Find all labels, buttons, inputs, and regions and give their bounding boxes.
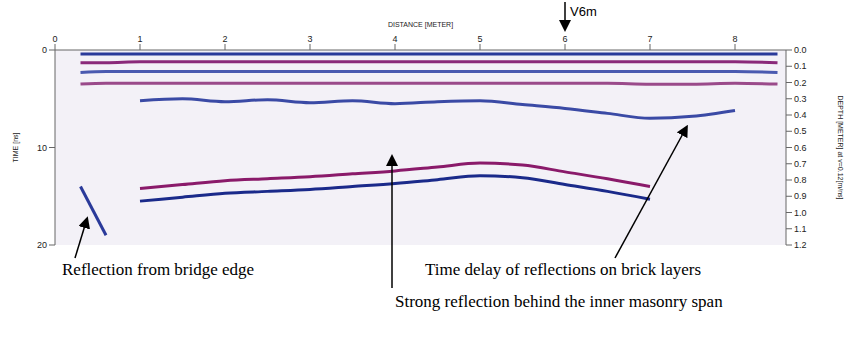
html-text:Time delay of reflections on b: Time delay of reflections on brick layer… (425, 260, 701, 279)
svg-text:1.1: 1.1 (794, 224, 807, 234)
svg-text:20: 20 (37, 240, 47, 250)
svg-text:0.4: 0.4 (794, 110, 807, 120)
svg-text:0.9: 0.9 (794, 191, 807, 201)
svg-text:4: 4 (392, 34, 397, 44)
svg-text:0.5: 0.5 (794, 126, 807, 136)
svg-text:0.8: 0.8 (794, 175, 807, 185)
svg-text:1: 1 (137, 34, 142, 44)
svg-text:3: 3 (307, 34, 312, 44)
svg-text:0: 0 (52, 34, 57, 44)
svg-text:0.3: 0.3 (794, 94, 807, 104)
html-text:V6m: V6m (570, 4, 597, 19)
svg-text:0.1: 0.1 (794, 61, 807, 71)
svg-text:2: 2 (222, 34, 227, 44)
svg-text:8: 8 (732, 34, 737, 44)
svg-text:TIME [ns]: TIME [ns] (12, 132, 20, 162)
svg-text:DISTANCE [METER]: DISTANCE [METER] (388, 21, 453, 29)
svg-text:DEPTH [METER] at v=0.12[m/ns]: DEPTH [METER] at v=0.12[m/ns] (836, 95, 844, 199)
html-text:Strong reflection behind the i: Strong reflection behind the inner mason… (395, 292, 723, 311)
svg-text:6: 6 (562, 34, 567, 44)
svg-text:10: 10 (37, 143, 47, 153)
svg-text:0: 0 (42, 45, 47, 55)
svg-text:5: 5 (477, 34, 482, 44)
svg-text:1.0: 1.0 (794, 208, 807, 218)
html-text:Reflection from bridge edge: Reflection from bridge edge (62, 260, 255, 279)
svg-text:0.2: 0.2 (794, 78, 807, 88)
svg-text:0.7: 0.7 (794, 159, 807, 169)
svg-text:1.2: 1.2 (794, 240, 807, 250)
svg-text:0.6: 0.6 (794, 143, 807, 153)
svg-text:0.0: 0.0 (794, 45, 807, 55)
svg-text:7: 7 (647, 34, 652, 44)
